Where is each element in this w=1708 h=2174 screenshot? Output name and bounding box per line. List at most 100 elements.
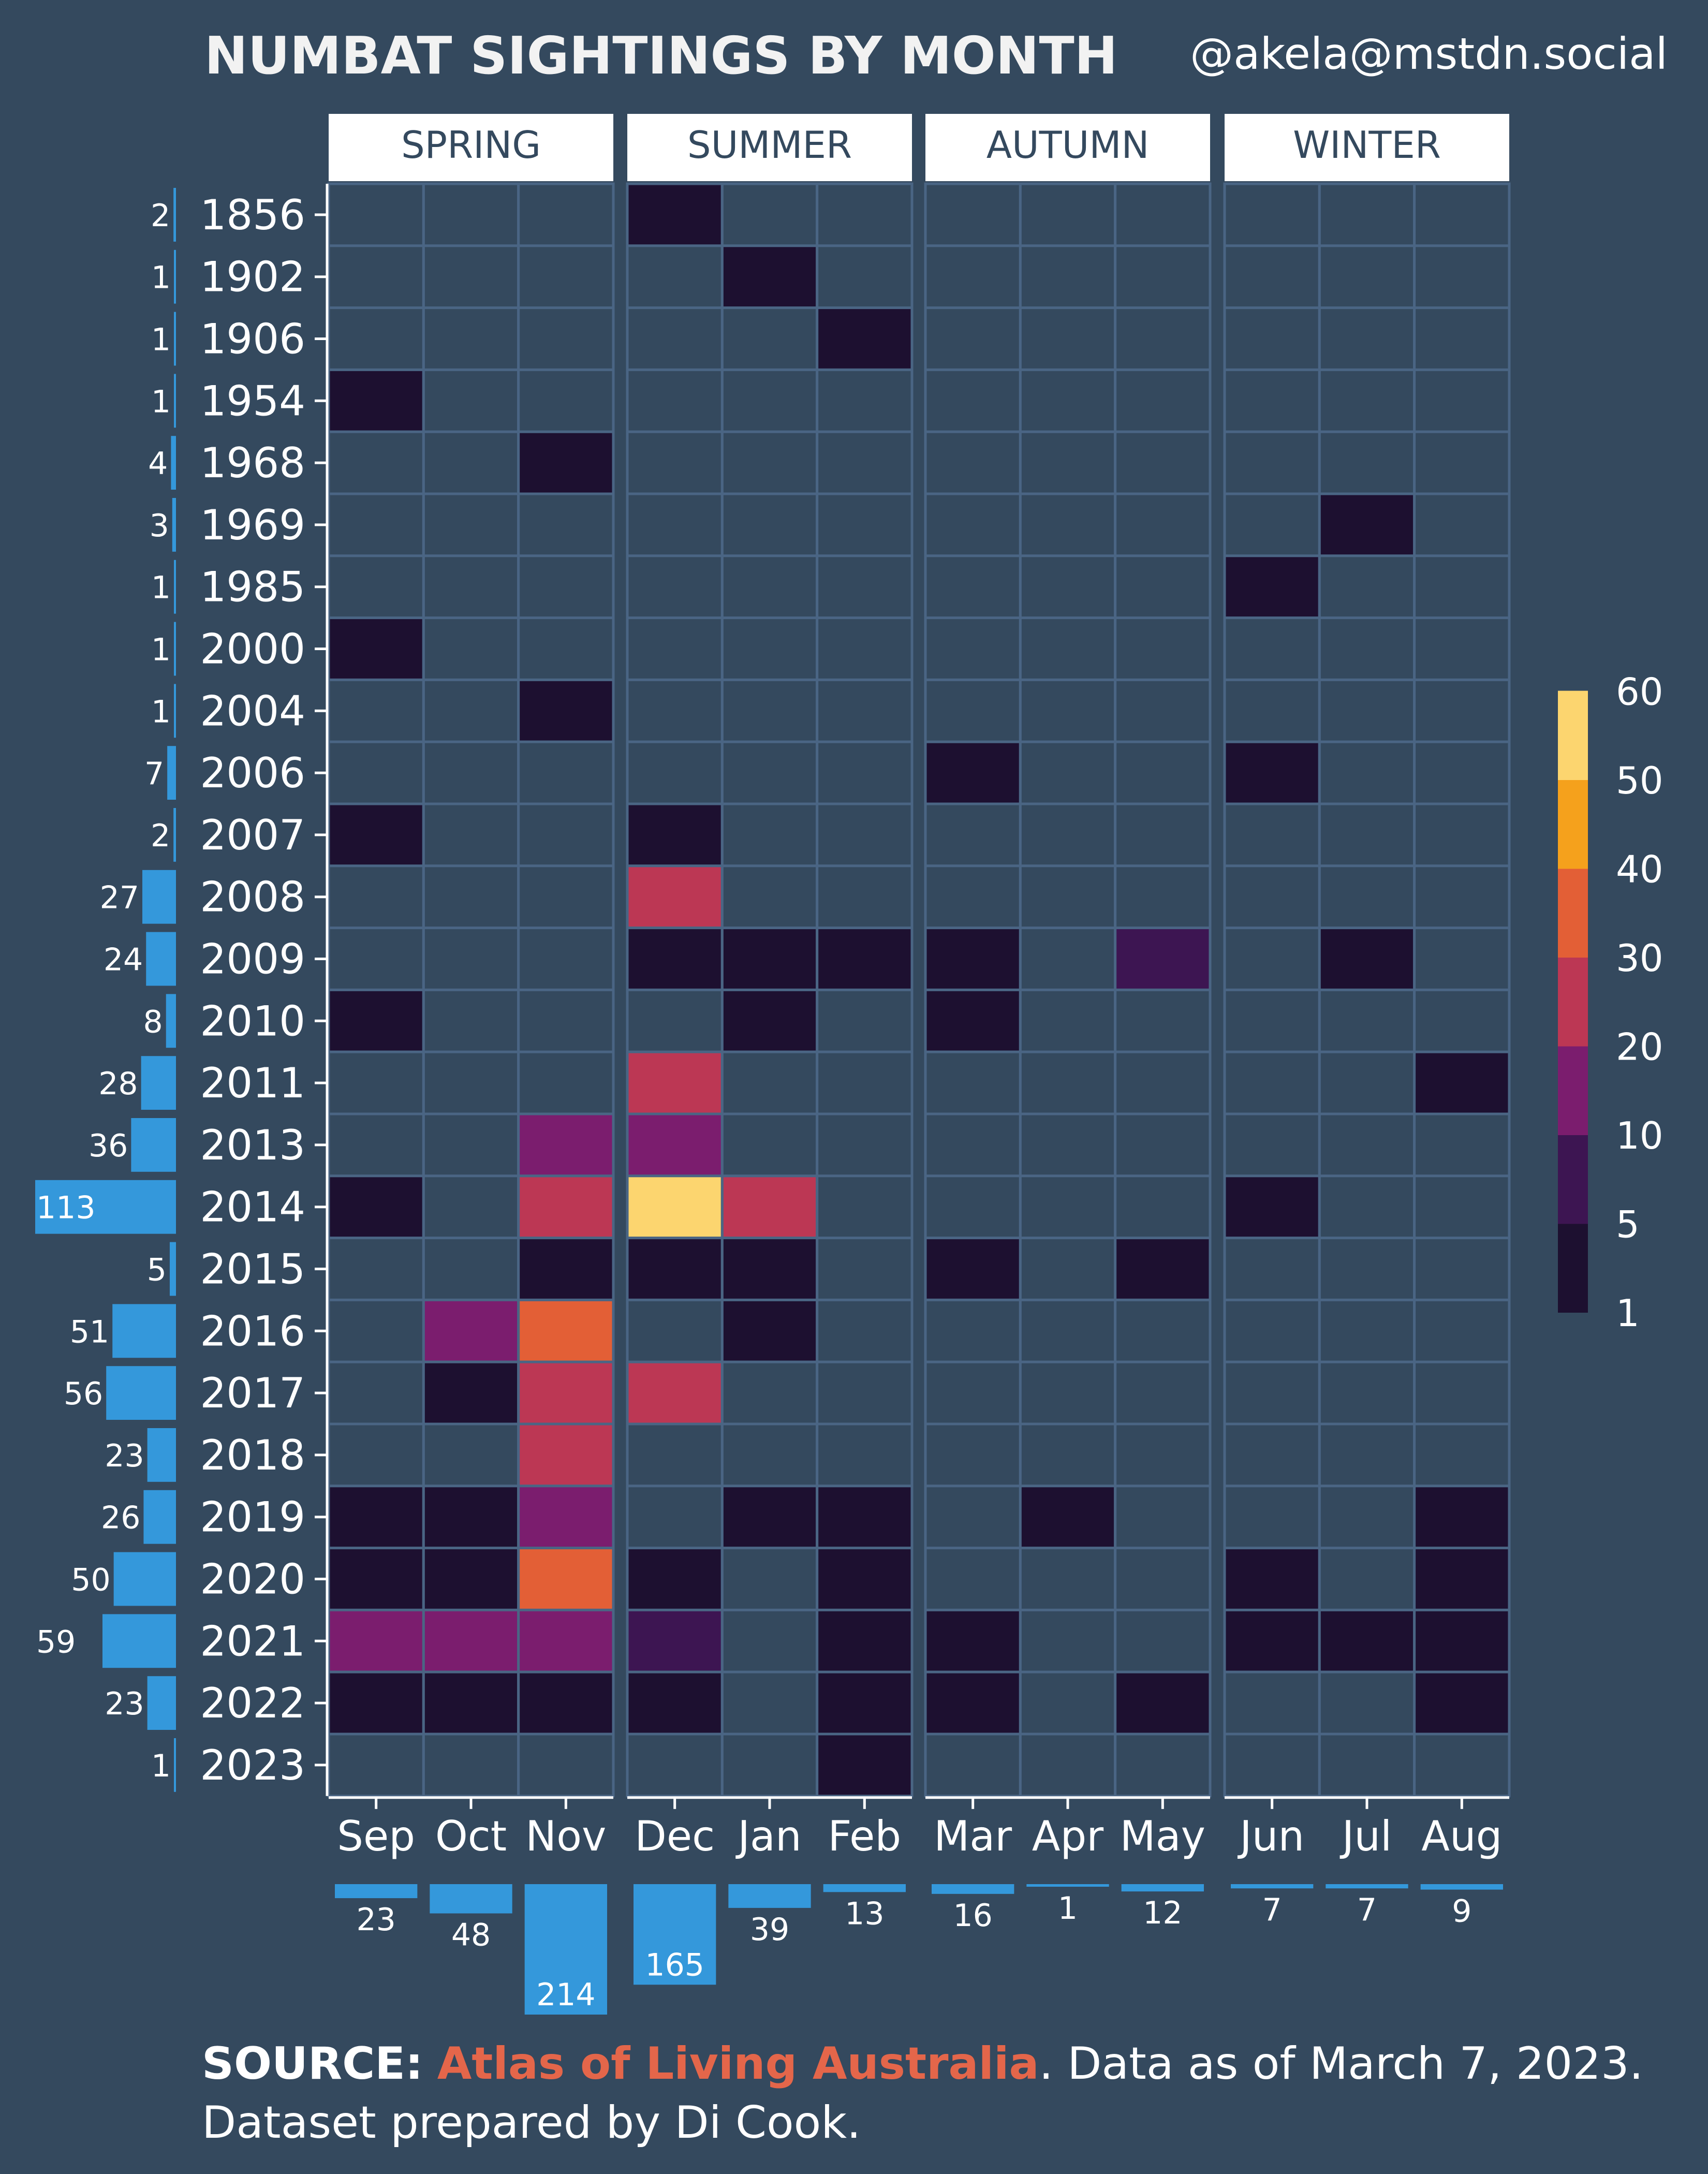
legend-label-40: 40 — [1616, 848, 1663, 891]
heatmap-cell-1856-Mar — [924, 182, 1022, 247]
heatmap-cell-1968-Apr — [1019, 430, 1117, 495]
heatmap-cell-1902-Oct — [422, 244, 520, 310]
heatmap-cell-1969-Oct — [422, 492, 520, 557]
year-bar-1856 — [173, 188, 176, 242]
month-bar-label-oct: 48 — [451, 1917, 491, 1953]
month-bar-jan — [728, 1884, 811, 1908]
heatmap-cell-1969-Sep — [327, 492, 425, 557]
heatmap-cell-2007-Apr — [1019, 802, 1117, 868]
heatmap-cell-2010-Jul — [1318, 988, 1416, 1053]
heatmap-cell-2006-Dec — [626, 740, 724, 805]
heatmap-cell-2000-Aug — [1413, 616, 1511, 681]
month-bar-aug — [1420, 1884, 1503, 1890]
heatmap-cell-1906-Sep — [327, 306, 425, 371]
month-label-sep: Sep — [337, 1812, 415, 1860]
heatmap-cell-1969-Aug — [1413, 492, 1511, 557]
heatmap-cell-1856-Jun — [1223, 182, 1321, 247]
facet-strips: SPRING SUMMER AUTUMN WINTER — [329, 114, 1509, 181]
heatmap-cell-1856-Sep — [327, 182, 425, 247]
heatmap-cell-2007-Feb — [816, 802, 914, 868]
year-bar-label-2000: 1 — [151, 632, 171, 668]
heatmap-cell-2004-Jun — [1223, 678, 1321, 743]
heatmap-cell-2007-Sep — [327, 802, 425, 868]
heatmap-cell-2000-Jul — [1318, 616, 1416, 681]
heatmap-cell-2021-Dec — [626, 1608, 724, 1673]
month-bar-label-mar: 16 — [953, 1898, 992, 1934]
heatmap-cell-2020-Sep — [327, 1547, 425, 1611]
year-label-2018: 2018 — [200, 1431, 305, 1479]
heatmap-cell-1902-Dec — [626, 244, 724, 310]
heatmap-cell-2014-Aug — [1413, 1174, 1511, 1240]
heatmap-cell-2016-Jul — [1318, 1298, 1416, 1363]
heatmap-cell-2021-Jun — [1223, 1608, 1321, 1673]
heatmap-cell-2022-Jan — [720, 1670, 819, 1736]
heatmap-cell-2019-Dec — [626, 1485, 724, 1550]
year-bar-label-2017: 56 — [64, 1376, 103, 1412]
month-label-feb: Feb — [828, 1812, 902, 1860]
heatmap-cell-2015-Dec — [626, 1237, 724, 1301]
legend-label-30: 30 — [1616, 936, 1663, 980]
heatmap-cell-2015-Mar — [924, 1237, 1022, 1301]
heatmap-cell-1906-Oct — [422, 306, 520, 371]
year-bar-1985 — [174, 560, 176, 614]
legend-swatch-50-60 — [1558, 691, 1588, 780]
year-bar-label-2010: 8 — [143, 1004, 163, 1040]
source-link[interactable]: Atlas of Living Australia — [437, 2038, 1039, 2090]
legend-swatch-10-20 — [1558, 1046, 1588, 1135]
heatmap-cell-1906-Aug — [1413, 306, 1511, 371]
heatmap-cell-1902-Feb — [816, 244, 914, 310]
heatmap-cell-2020-Nov — [517, 1547, 615, 1611]
heatmap-cell-2000-Jun — [1223, 616, 1321, 681]
heatmap-cell-2013-Oct — [422, 1112, 520, 1178]
heatmap-cell-2015-May — [1114, 1237, 1212, 1301]
heatmap-cell-2006-May — [1114, 740, 1212, 805]
legend-label-10: 10 — [1616, 1114, 1663, 1157]
heatmap-cell-2014-Oct — [422, 1174, 520, 1240]
heatmap-cell-1968-Jul — [1318, 430, 1416, 495]
heatmap-cell-1902-Mar — [924, 244, 1022, 310]
heatmap-cell-2000-Jan — [720, 616, 819, 681]
heatmap-cell-2017-Jun — [1223, 1360, 1321, 1426]
month-label-jul: Jul — [1339, 1812, 1392, 1860]
heatmap-cell-2010-Jan — [720, 988, 819, 1053]
heatmap-cell-2015-Jul — [1318, 1237, 1416, 1301]
heatmap-cell-1969-Apr — [1019, 492, 1117, 557]
heatmap-cell-2011-May — [1114, 1050, 1212, 1115]
month-bar-label-feb: 13 — [845, 1896, 884, 1932]
heatmap-cell-2010-Sep — [327, 988, 425, 1053]
heatmap-cell-2011-Aug — [1413, 1050, 1511, 1115]
year-label-2000: 2000 — [200, 625, 305, 673]
heatmap-cell-2013-Apr — [1019, 1112, 1117, 1178]
year-label-2014: 2014 — [200, 1183, 305, 1231]
heatmap-cell-1968-May — [1114, 430, 1212, 495]
heatmap-cell-1985-Apr — [1019, 554, 1117, 620]
month-bar-mar — [932, 1884, 1014, 1894]
heatmap-cell-2006-Jun — [1223, 740, 1321, 805]
heatmap-cell-2007-Jan — [720, 802, 819, 868]
heatmap-cell-2013-Nov — [517, 1112, 615, 1178]
heatmap-cell-1954-Aug — [1413, 368, 1511, 433]
heatmap-cell-2019-Aug — [1413, 1485, 1511, 1550]
legend-swatch-5-10 — [1558, 1135, 1588, 1224]
heatmap-cell-2004-Dec — [626, 678, 724, 743]
year-bar-2013 — [131, 1118, 176, 1172]
year-bar-2022 — [147, 1676, 176, 1730]
year-label-1954: 1954 — [200, 377, 305, 425]
heatmap-cell-2014-Mar — [924, 1174, 1022, 1240]
heatmap-cell-2010-Feb — [816, 988, 914, 1053]
year-label-1985: 1985 — [200, 563, 305, 611]
month-label-jan: Jan — [735, 1812, 801, 1860]
heatmap-cell-2000-Feb — [816, 616, 914, 681]
month-bar-feb — [823, 1884, 906, 1892]
heatmap-cell-2013-Jul — [1318, 1112, 1416, 1178]
heatmap-cell-2022-Aug — [1413, 1670, 1511, 1736]
year-bar-label-2023: 1 — [151, 1748, 171, 1784]
heatmap-cell-2009-Sep — [327, 927, 425, 991]
year-bar-2019 — [143, 1490, 176, 1544]
month-bar-nov — [524, 1884, 607, 2015]
heatmap-cell-1856-Nov — [517, 182, 615, 247]
heatmap-cell-2004-Jan — [720, 678, 819, 743]
legend-label-50: 50 — [1616, 759, 1663, 802]
month-label-oct: Oct — [435, 1812, 507, 1860]
